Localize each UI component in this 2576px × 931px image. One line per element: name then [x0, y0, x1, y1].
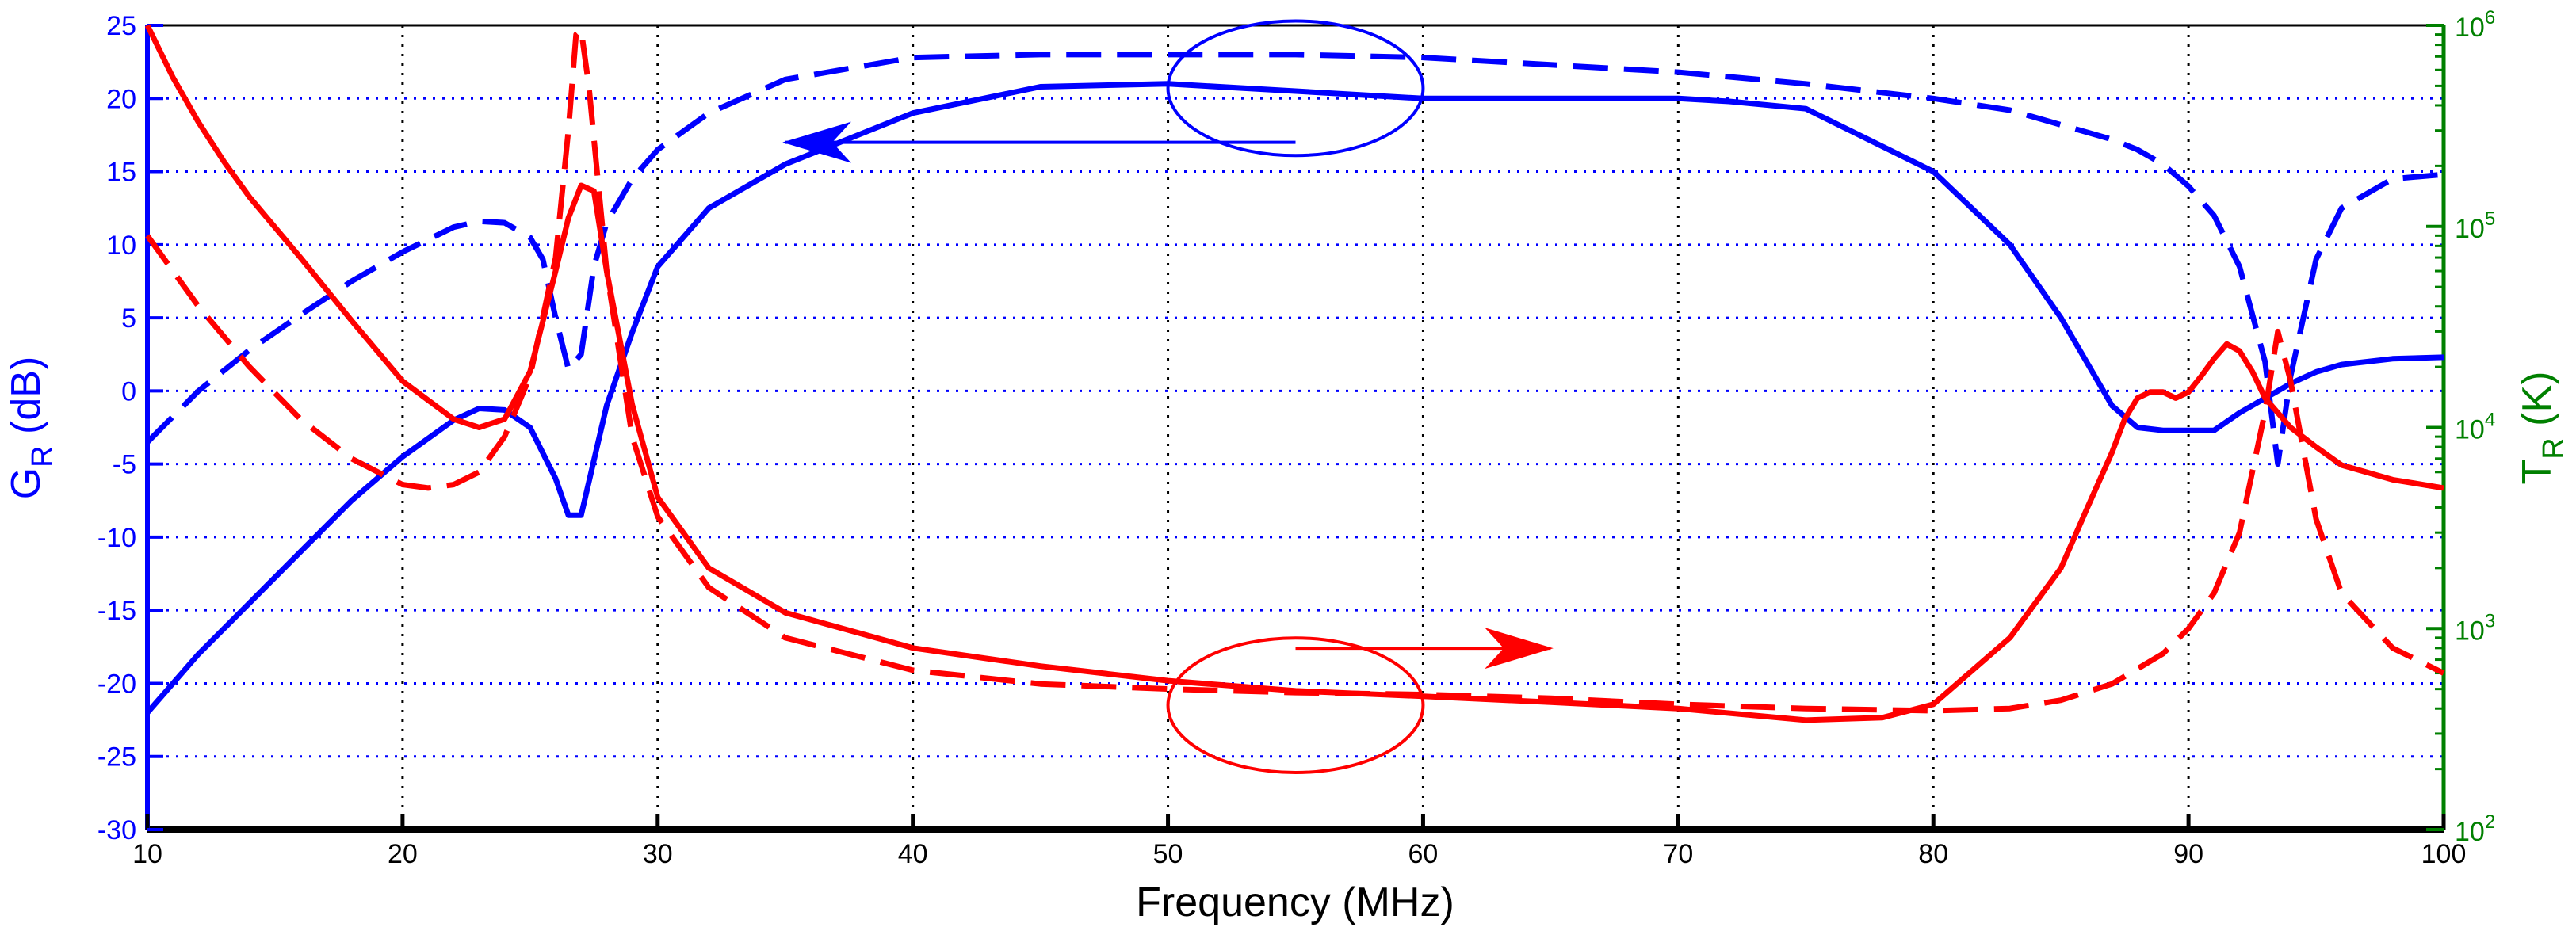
- annotation-ellipse: [1166, 19, 1425, 158]
- right-y-label-sub: R: [2537, 437, 2570, 459]
- series-group: [144, 24, 2445, 723]
- left-tick-label: -30: [97, 815, 136, 845]
- x-tick-label: 50: [1153, 839, 1183, 869]
- right-y-label-main: T: [2514, 460, 2560, 485]
- series-left-solid-line: [145, 81, 2444, 715]
- annotation-arrow-head: [782, 121, 851, 163]
- left-tick-label: 0: [121, 376, 136, 406]
- left-tick-label: -10: [97, 523, 136, 553]
- series-right-solid-line: [144, 24, 2444, 723]
- left-tick-label: -20: [97, 669, 136, 699]
- x-tick-label: 90: [2173, 839, 2203, 869]
- right-y-label-rest: (K): [2514, 372, 2560, 438]
- left-tick-label: 10: [106, 231, 136, 261]
- left-y-label-main: G: [3, 467, 49, 499]
- x-tick-label: 40: [898, 839, 928, 869]
- x-tick-label: 60: [1408, 839, 1439, 869]
- right-tick-label: 103: [2455, 610, 2495, 646]
- axis-ticks: 10 20 30 40 50 60 70 80 90 1002520151050-5-10-15-…: [97, 7, 2495, 869]
- x-tick-label: 20: [388, 839, 418, 869]
- x-tick-label: 70: [1663, 839, 1693, 869]
- series-left-dashed-line: [145, 52, 2444, 467]
- x-tick-label: 100: [2421, 839, 2467, 869]
- left-tick-label: 15: [106, 158, 136, 188]
- left-tick-label: -15: [97, 596, 136, 626]
- annotations-group: [782, 19, 1554, 775]
- left-tick-label: -5: [113, 450, 136, 480]
- series-right-dashed-line: [145, 27, 2445, 714]
- left-y-axis-label: GR (dB): [3, 357, 59, 500]
- annotation-arrow-head: [1485, 628, 1554, 670]
- x-tick-label: 10: [132, 839, 162, 869]
- right-y-axis-label: TR (K): [2514, 372, 2570, 485]
- annotation-ellipse: [1166, 636, 1425, 775]
- grid-lines: [147, 24, 2444, 830]
- x-tick-label: 80: [1918, 839, 1948, 869]
- left-y-label-rest: (dB): [3, 357, 49, 446]
- right-tick-label: 104: [2455, 410, 2495, 445]
- right-tick-label: 105: [2455, 208, 2495, 244]
- left-y-label-sub: R: [26, 445, 59, 467]
- right-tick-label: 102: [2455, 811, 2495, 847]
- axes: [145, 24, 2446, 833]
- left-tick-label: 5: [121, 303, 136, 334]
- left-tick-label: 25: [106, 11, 136, 41]
- left-tick-label: -25: [97, 742, 136, 773]
- right-tick-label: 106: [2455, 7, 2495, 43]
- left-tick-label: 20: [106, 84, 136, 114]
- x-axis-label: Frequency (MHz): [1136, 879, 1454, 925]
- x-tick-label: 30: [643, 839, 673, 869]
